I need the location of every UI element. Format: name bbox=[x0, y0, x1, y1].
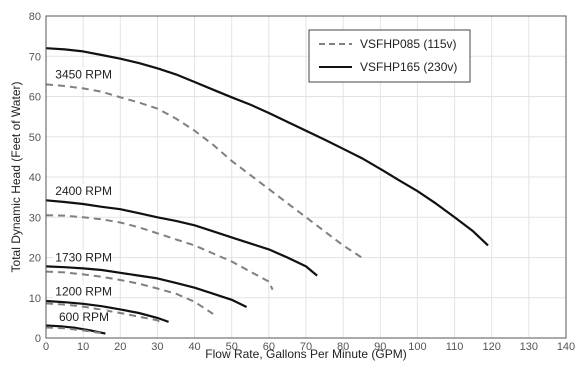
y-tick-label: 0 bbox=[35, 333, 41, 345]
x-tick-label: 60 bbox=[263, 341, 275, 353]
rpm-label-bg bbox=[53, 284, 111, 299]
vsfhp165-1730-rpm-curve bbox=[45, 265, 248, 308]
y-tick-label: 50 bbox=[29, 132, 41, 144]
legend-label-vsfhp165: VSFHP165 (230v) bbox=[360, 60, 457, 74]
vsfhp085-1730-rpm-curve bbox=[45, 270, 214, 315]
series-group bbox=[45, 47, 489, 335]
x-tick-label: 120 bbox=[483, 341, 501, 353]
x-tick-label: 30 bbox=[151, 341, 163, 353]
x-axis-title: Flow Rate, Gallons Per Minute (GPM) bbox=[205, 347, 406, 361]
x-tick-label: 80 bbox=[337, 341, 349, 353]
x-tick-label: 10 bbox=[77, 341, 89, 353]
x-tick-label: 70 bbox=[300, 341, 312, 353]
vsfhp085-2400-rpm-curve bbox=[45, 214, 274, 291]
x-tick-label: 140 bbox=[557, 341, 575, 353]
rpm-label: 1730 RPM bbox=[55, 251, 112, 265]
rpm-labels: 3450 RPM 2400 RPM 1730 RPM 1200 RPM 600 RPM bbox=[53, 67, 112, 325]
rpm-label: 600 RPM bbox=[59, 310, 109, 324]
rpm-label-bg bbox=[53, 250, 111, 265]
x-tick-label: 130 bbox=[520, 341, 538, 353]
y-tick-label: 60 bbox=[29, 92, 41, 104]
legend-box bbox=[308, 29, 471, 83]
rpm-label: 1200 RPM bbox=[55, 285, 112, 299]
y-tick-label: 20 bbox=[29, 253, 41, 265]
vsfhp085-1200-rpm-curve bbox=[45, 302, 162, 324]
vsfhp165-3450-rpm-curve bbox=[45, 47, 489, 247]
x-tick-label: 50 bbox=[226, 341, 238, 353]
x-tick-label: 0 bbox=[43, 341, 49, 353]
y-tick-label: 80 bbox=[29, 11, 41, 23]
y-tick-label: 10 bbox=[29, 293, 41, 305]
y-tick-label: 30 bbox=[29, 212, 41, 224]
x-tick-label: 100 bbox=[408, 341, 426, 353]
legend: VSFHP085 (115v) VSFHP165 (230v) bbox=[308, 29, 471, 83]
vsfhp165-2400-rpm-curve bbox=[45, 199, 318, 277]
vsfhp085-600-rpm-curve bbox=[45, 326, 102, 335]
rpm-label: 2400 RPM bbox=[55, 184, 112, 198]
vsfhp085-3450-rpm-curve bbox=[45, 83, 363, 259]
plot-frame bbox=[45, 15, 567, 339]
x-tick-label: 40 bbox=[188, 341, 200, 353]
x-tick-label: 90 bbox=[374, 341, 386, 353]
vsfhp165-1200-rpm-curve bbox=[45, 299, 169, 323]
x-tick-label: 20 bbox=[114, 341, 126, 353]
tick-labels: 0 10 20 30 40 50 60 70 80 90 100 110 120 130 140 0 10 20 3… bbox=[29, 11, 575, 353]
y-tick-label: 40 bbox=[29, 172, 41, 184]
rpm-label-bg bbox=[53, 67, 111, 82]
y-axis-title: Total Dynamic Head (Feet of Water) bbox=[9, 82, 23, 273]
y-tick-label: 70 bbox=[29, 51, 41, 63]
legend-label-vsfhp085: VSFHP085 (115v) bbox=[360, 37, 457, 51]
rpm-label-bg bbox=[57, 310, 108, 325]
x-tick-label: 110 bbox=[446, 341, 464, 353]
rpm-label-bg bbox=[53, 184, 111, 199]
rpm-label: 3450 RPM bbox=[55, 67, 112, 81]
